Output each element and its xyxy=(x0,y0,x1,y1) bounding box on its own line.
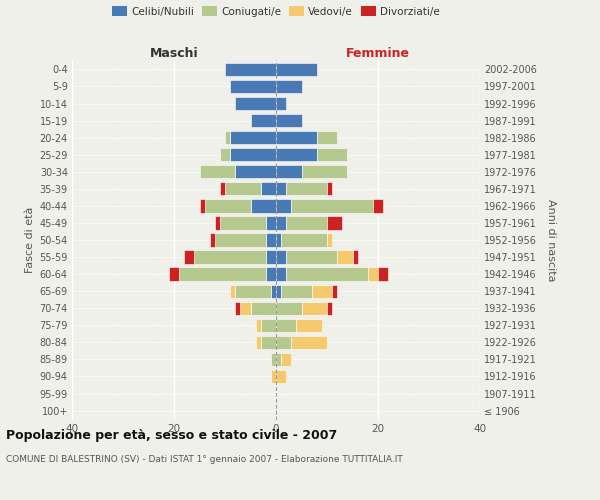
Bar xyxy=(327,234,332,246)
Bar xyxy=(276,284,281,298)
Bar xyxy=(260,318,276,332)
Bar xyxy=(230,284,235,298)
Y-axis label: Anni di nascita: Anni di nascita xyxy=(547,198,556,281)
Text: Maschi: Maschi xyxy=(149,47,199,60)
Bar xyxy=(266,250,276,264)
Bar xyxy=(312,284,332,298)
Bar xyxy=(194,250,266,264)
Bar xyxy=(235,302,240,315)
Bar xyxy=(302,165,347,178)
Bar xyxy=(327,216,342,230)
Bar xyxy=(276,370,286,383)
Bar xyxy=(251,114,276,127)
Bar xyxy=(184,250,194,264)
Bar xyxy=(281,284,312,298)
Text: Popolazione per età, sesso e stato civile - 2007: Popolazione per età, sesso e stato civil… xyxy=(6,430,337,442)
Bar xyxy=(332,284,337,298)
Bar xyxy=(281,353,292,366)
Bar xyxy=(205,199,251,212)
Bar xyxy=(317,148,347,162)
Bar xyxy=(260,336,276,349)
Bar xyxy=(373,199,383,212)
Bar xyxy=(169,268,179,281)
Bar xyxy=(276,165,302,178)
Legend: Celibi/Nubili, Coniugati/e, Vedovi/e, Divorziati/e: Celibi/Nubili, Coniugati/e, Vedovi/e, Di… xyxy=(110,4,442,19)
Y-axis label: Fasce di età: Fasce di età xyxy=(25,207,35,273)
Bar xyxy=(368,268,378,281)
Bar xyxy=(337,250,353,264)
Bar xyxy=(302,302,327,315)
Bar xyxy=(286,182,327,196)
Bar xyxy=(225,62,276,76)
Bar xyxy=(276,302,302,315)
Bar xyxy=(240,302,251,315)
Text: Femmine: Femmine xyxy=(346,47,410,60)
Bar xyxy=(276,318,296,332)
Bar xyxy=(256,318,260,332)
Bar xyxy=(199,199,205,212)
Bar xyxy=(235,165,276,178)
Bar xyxy=(296,318,322,332)
Bar xyxy=(286,216,327,230)
Bar xyxy=(230,80,276,93)
Bar xyxy=(210,234,215,246)
Bar xyxy=(235,97,276,110)
Bar xyxy=(220,216,266,230)
Bar xyxy=(286,250,337,264)
Text: COMUNE DI BALESTRINO (SV) - Dati ISTAT 1° gennaio 2007 - Elaborazione TUTTITALIA: COMUNE DI BALESTRINO (SV) - Dati ISTAT 1… xyxy=(6,455,403,464)
Bar xyxy=(276,336,292,349)
Bar xyxy=(271,370,276,383)
Bar xyxy=(276,97,286,110)
Bar xyxy=(281,234,327,246)
Bar xyxy=(276,199,292,212)
Bar xyxy=(276,216,286,230)
Bar xyxy=(276,148,317,162)
Bar xyxy=(215,216,220,230)
Bar xyxy=(215,234,266,246)
Bar xyxy=(276,234,281,246)
Bar xyxy=(230,131,276,144)
Bar xyxy=(276,62,317,76)
Bar xyxy=(256,336,260,349)
Bar xyxy=(251,199,276,212)
Bar xyxy=(327,182,332,196)
Bar xyxy=(225,182,260,196)
Bar xyxy=(230,148,276,162)
Bar xyxy=(276,131,317,144)
Bar xyxy=(327,302,332,315)
Bar xyxy=(251,302,276,315)
Bar xyxy=(276,250,286,264)
Bar xyxy=(266,216,276,230)
Bar xyxy=(276,268,286,281)
Bar xyxy=(292,336,327,349)
Bar xyxy=(286,268,368,281)
Bar xyxy=(225,131,230,144)
Bar xyxy=(266,268,276,281)
Bar xyxy=(266,234,276,246)
Bar xyxy=(378,268,388,281)
Bar xyxy=(220,182,225,196)
Bar xyxy=(276,80,302,93)
Bar xyxy=(220,148,230,162)
Bar xyxy=(276,114,302,127)
Bar xyxy=(276,182,286,196)
Bar xyxy=(271,353,276,366)
Bar xyxy=(317,131,337,144)
Bar xyxy=(260,182,276,196)
Bar xyxy=(199,165,235,178)
Bar xyxy=(292,199,373,212)
Bar xyxy=(276,353,281,366)
Bar xyxy=(179,268,266,281)
Bar xyxy=(353,250,358,264)
Bar xyxy=(235,284,271,298)
Bar xyxy=(271,284,276,298)
